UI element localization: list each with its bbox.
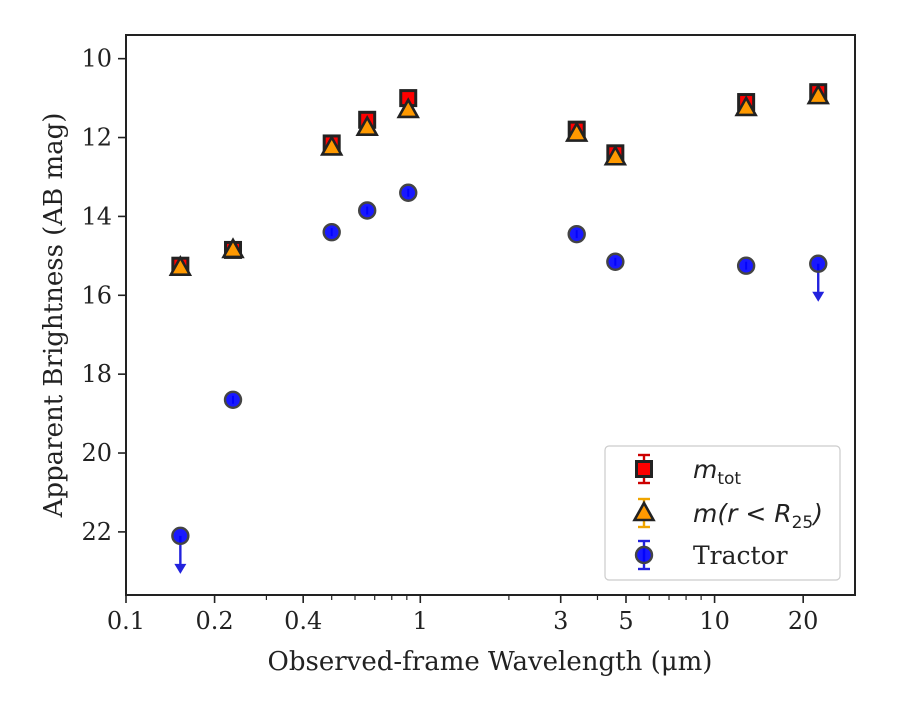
y-tick-label: 18 bbox=[81, 360, 112, 388]
data-point-circle bbox=[567, 224, 586, 244]
y-tick-label: 12 bbox=[81, 124, 112, 152]
data-point-triangle bbox=[319, 134, 344, 156]
upper-limit-arrow-head bbox=[812, 291, 825, 302]
data-point-circle bbox=[736, 256, 756, 275]
data-point-triangle bbox=[603, 144, 628, 166]
axis-ticks-layer: 0.1 0.2 0.4 1 3 5 10 20 10 12 14 16 18 20 22 bbox=[81, 45, 818, 635]
legend-item: Tractor bbox=[634, 539, 788, 571]
y-tick-label: 22 bbox=[81, 518, 112, 546]
y-tick-label: 16 bbox=[81, 281, 112, 309]
data-point-triangle bbox=[806, 83, 830, 105]
data-point-triangle bbox=[564, 120, 589, 142]
data-point-circle bbox=[171, 526, 190, 546]
x-tick-label: 0.1 bbox=[107, 607, 145, 635]
legend-box bbox=[604, 445, 841, 581]
series-triangle bbox=[168, 83, 830, 276]
data-point-triangle bbox=[355, 115, 379, 136]
data-point-triangle bbox=[221, 237, 245, 259]
x-tick-label: 0.4 bbox=[284, 607, 322, 635]
legend: mtot m(r < R25) Tractor bbox=[604, 445, 841, 581]
y-tick-label: 14 bbox=[81, 202, 112, 230]
legend-item: mtot bbox=[635, 453, 741, 489]
legend-label: Tractor bbox=[693, 541, 788, 570]
data-point-triangle bbox=[396, 97, 420, 119]
data-point-circle bbox=[357, 201, 377, 220]
series-circle bbox=[171, 183, 828, 574]
legend-label: mtot bbox=[693, 455, 741, 489]
x-tick-label: 20 bbox=[788, 607, 819, 635]
legend-marker-square bbox=[635, 460, 653, 478]
x-tick-label: 0.2 bbox=[196, 607, 234, 635]
y-axis-label: Apparent Brightness (AB mag) bbox=[39, 113, 69, 519]
legend-item: m(r < R25) bbox=[632, 497, 823, 533]
data-point-circle bbox=[606, 252, 625, 271]
x-axis-label: Observed-frame Wavelength (μm) bbox=[268, 647, 713, 677]
legend-label: m(r < R25) bbox=[693, 499, 823, 533]
data-marks-layer bbox=[168, 83, 830, 574]
data-point-triangle bbox=[734, 95, 758, 117]
legend-marker-circle bbox=[634, 545, 654, 565]
x-tick-label: 1 bbox=[413, 607, 428, 635]
x-tick-label: 3 bbox=[553, 607, 568, 635]
y-tick-label: 10 bbox=[81, 45, 112, 73]
data-point-triangle bbox=[168, 255, 193, 276]
upper-limit-arrow-head bbox=[174, 563, 187, 574]
x-tick-label: 10 bbox=[699, 607, 730, 635]
data-point-circle bbox=[223, 390, 243, 409]
data-point-circle bbox=[399, 183, 418, 202]
y-tick-label: 20 bbox=[81, 439, 112, 467]
x-tick-label: 5 bbox=[618, 607, 633, 635]
legend-marker-triangle bbox=[632, 500, 656, 522]
data-point-circle bbox=[809, 254, 828, 273]
data-point-circle bbox=[322, 222, 341, 242]
